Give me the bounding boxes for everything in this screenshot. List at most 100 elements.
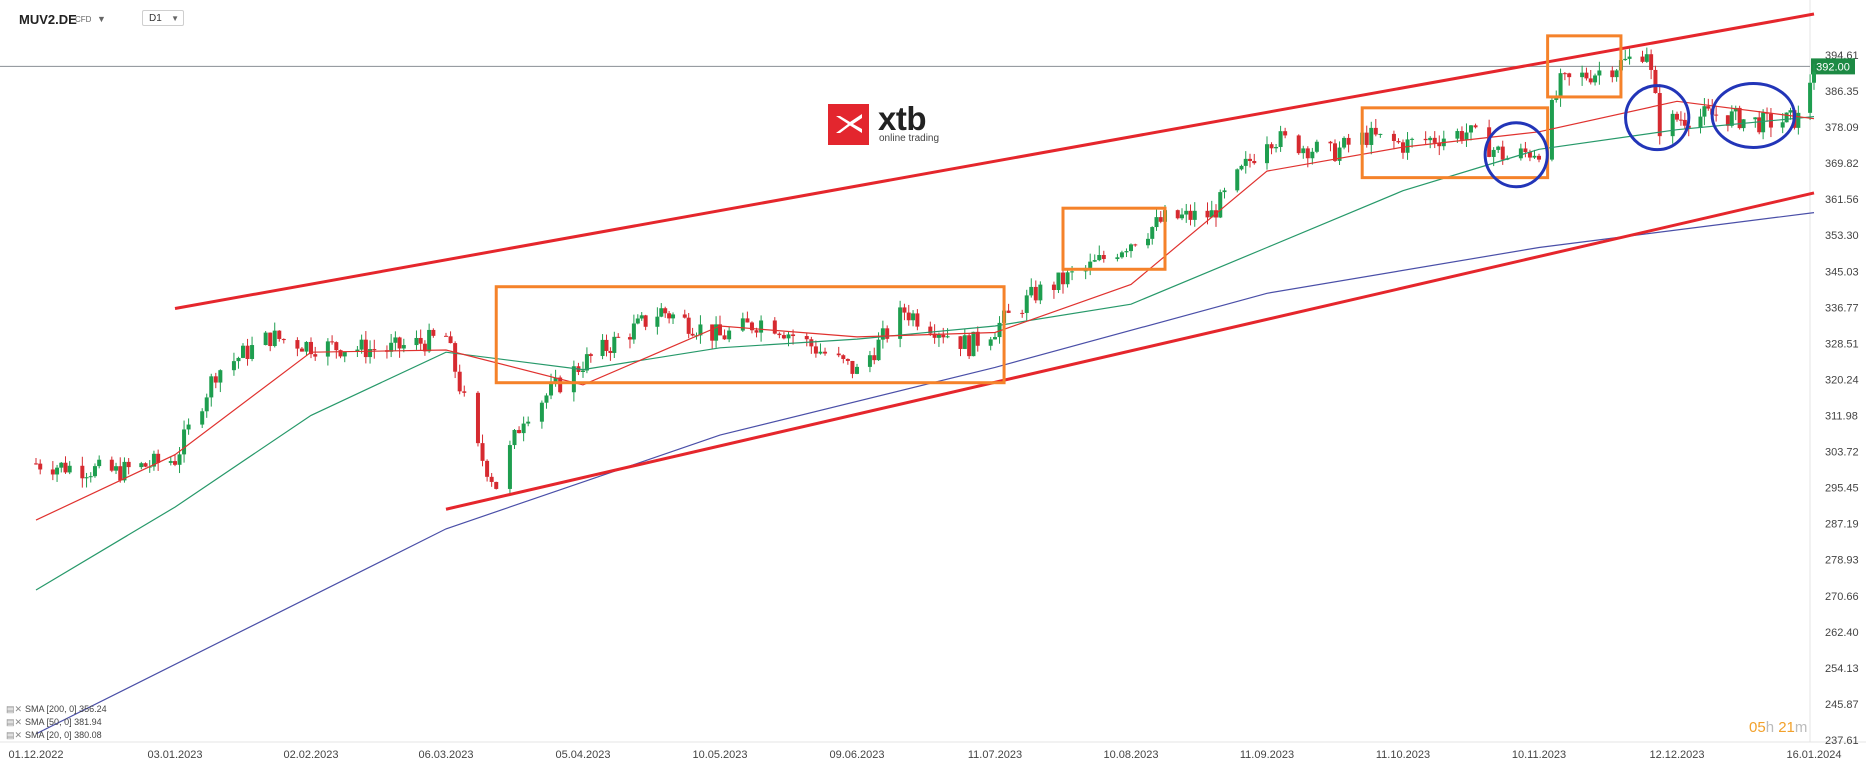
candle-bull — [414, 337, 419, 346]
xtb-logo: xtb online trading — [828, 100, 968, 148]
candle-bear — [1396, 140, 1401, 143]
highlight-circle[interactable] — [1710, 81, 1797, 149]
candle-bear — [608, 350, 613, 353]
x-tick-label: 16.01.2024 — [1786, 749, 1841, 761]
indicator-settings-icon[interactable]: ▤✕ — [6, 717, 23, 727]
candle-bull — [1808, 82, 1813, 113]
legend-sma-20-label: SMA [20, 0] 380.08 — [25, 730, 102, 740]
y-tick-label: 320.24 — [1825, 374, 1859, 386]
countdown-hours: 05 — [1749, 719, 1766, 736]
candle-bull — [231, 361, 236, 371]
candle-bear — [749, 322, 754, 331]
candle-bear — [1610, 70, 1615, 78]
candle-bear — [1133, 244, 1138, 246]
candle-bear — [338, 350, 343, 357]
candle-bull — [1154, 217, 1159, 228]
candle-bear — [804, 336, 809, 340]
countdown-minutes-unit: m — [1794, 719, 1808, 736]
indicator-legend: ▤✕ SMA [200, 0] 356.24 ▤✕ SMA [50, 0] 381.… — [6, 703, 107, 742]
candle-bull — [1761, 112, 1766, 133]
legend-sma-200[interactable]: ▤✕ SMA [200, 0] 356.24 — [6, 703, 107, 716]
legend-sma-20[interactable]: ▤✕ SMA [20, 0] 380.08 — [6, 729, 107, 742]
candle-bull — [544, 395, 549, 403]
candle-bear — [745, 318, 750, 323]
y-tick-label: 378.09 — [1825, 122, 1859, 134]
candle-bear — [772, 320, 777, 334]
candle-bear — [1757, 117, 1762, 133]
candle-bull — [962, 335, 967, 349]
candle-bull — [1784, 112, 1789, 123]
channel-upper-line[interactable] — [174, 12, 1815, 311]
candle-bull — [1593, 75, 1598, 83]
candle-bull — [759, 320, 764, 333]
channel-lower-line[interactable] — [445, 191, 1815, 511]
candle-bull — [1097, 255, 1102, 261]
candle-bear — [330, 341, 335, 343]
candle-bear — [1175, 210, 1180, 219]
candle-bull — [368, 349, 373, 358]
candle-bear — [1682, 119, 1687, 126]
candle-bear — [485, 460, 490, 477]
candle-bull — [1733, 107, 1738, 112]
candle-bull — [1337, 147, 1342, 161]
candle-bear — [313, 354, 318, 357]
x-tick-label: 05.04.2023 — [555, 749, 610, 761]
candle-bull — [876, 339, 881, 361]
candle-bull — [867, 355, 872, 367]
timeframe-select[interactable]: D1 ▼ — [142, 10, 184, 26]
consolidation-box[interactable] — [1360, 106, 1550, 180]
candle-bull — [612, 336, 617, 353]
consolidation-box[interactable] — [494, 285, 1006, 385]
consolidation-box[interactable] — [1061, 206, 1167, 271]
candle-bear — [1006, 310, 1011, 313]
candle-bear — [1333, 143, 1337, 161]
candle-bull — [1753, 117, 1758, 120]
candle-bear — [1296, 135, 1301, 154]
candle-bear — [885, 328, 890, 339]
candle-bear — [906, 312, 911, 321]
y-tick-label: 328.51 — [1825, 338, 1859, 350]
candle-bull — [186, 424, 191, 430]
candle-bull — [1265, 144, 1269, 164]
candle-bull — [1243, 158, 1248, 166]
candle-bull — [393, 337, 398, 343]
highlight-circle[interactable] — [1483, 121, 1549, 189]
highlight-circle[interactable] — [1624, 84, 1691, 152]
candle-bull — [1788, 110, 1793, 113]
symbol-label[interactable]: MUV2.DE — [19, 12, 77, 27]
indicator-settings-icon[interactable]: ▤✕ — [6, 730, 23, 740]
timeframe-dropdown-icon[interactable]: ▼ — [171, 14, 179, 23]
candle-bear — [363, 339, 368, 358]
candle-bear — [448, 336, 453, 344]
candle-bull — [1235, 169, 1240, 191]
candle-bear — [1588, 78, 1593, 83]
candle-bull — [1378, 133, 1383, 135]
candle-bear — [1328, 141, 1333, 144]
candle-bull — [553, 377, 558, 383]
candle-bear — [38, 463, 43, 470]
candle-bull — [1310, 151, 1315, 159]
candle-bull — [1729, 111, 1734, 126]
candle-bear — [480, 443, 485, 461]
candle-bear — [109, 459, 114, 471]
candle-bull — [1491, 149, 1496, 157]
symbol-dropdown-icon[interactable]: ▼ — [97, 14, 106, 24]
candle-bull — [714, 324, 719, 341]
candle-bear — [1584, 72, 1589, 79]
candle-bear — [1657, 93, 1662, 137]
candle-bull — [539, 402, 544, 422]
candle-bear — [663, 308, 668, 314]
candle-bear — [1305, 148, 1310, 159]
candle-bear — [781, 335, 786, 339]
x-tick-label: 11.07.2023 — [968, 749, 1022, 761]
candle-bull — [898, 307, 903, 339]
consolidation-box[interactable] — [1546, 34, 1623, 99]
indicator-settings-icon[interactable]: ▤✕ — [6, 704, 23, 714]
legend-sma-50[interactable]: ▤✕ SMA [50, 0] 381.94 — [6, 716, 107, 729]
candle-bull — [1410, 138, 1415, 140]
y-tick-label: 295.45 — [1825, 483, 1859, 495]
candle-bull — [997, 322, 1002, 338]
candle-bull — [389, 342, 394, 352]
candle-bear — [453, 343, 458, 372]
